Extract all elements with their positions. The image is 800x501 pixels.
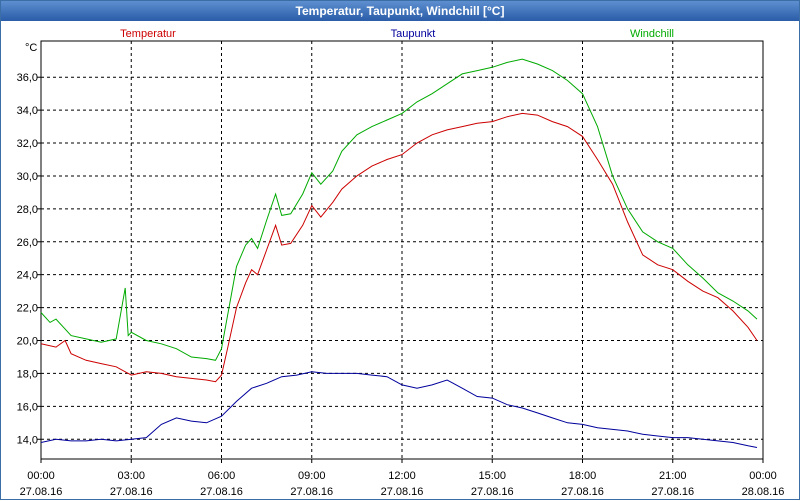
x-tick-time-label: 12:00 <box>388 470 416 482</box>
y-tick-label: 26,0 <box>17 237 38 249</box>
x-tick-time-label: 00:00 <box>749 470 777 482</box>
y-tick-label: 36,0 <box>17 72 38 84</box>
y-tick-label: 22,0 <box>17 303 38 315</box>
series-line-windchill <box>40 58 758 361</box>
x-tick-date-label: 27.08.16 <box>651 486 694 498</box>
x-tick-time-label: 06:00 <box>208 470 236 482</box>
x-tick-date-label: 27.08.16 <box>110 486 153 498</box>
legend-label-taupunkt: Taupunkt <box>391 28 436 40</box>
series-line-temperatur <box>40 112 758 383</box>
y-axis-unit: °C <box>25 42 37 54</box>
y-tick-label: 18,0 <box>17 368 38 380</box>
x-tick-date-label: 27.08.16 <box>20 486 63 498</box>
y-tick-label: 34,0 <box>17 105 38 117</box>
y-tick-label: 20,0 <box>17 336 38 348</box>
x-tick-time-label: 18:00 <box>569 470 597 482</box>
chart-title: Temperatur, Taupunkt, Windchill [°C] <box>1 1 799 21</box>
x-tick-time-label: 15:00 <box>478 470 506 482</box>
x-tick-date-label: 27.08.16 <box>200 486 243 498</box>
x-tick-time-label: 21:00 <box>659 470 687 482</box>
x-tick-date-label: 27.08.16 <box>381 486 424 498</box>
y-tick-label: 14,0 <box>17 434 38 446</box>
x-tick-date-label: 28.08.16 <box>742 486 785 498</box>
y-tick-label: 16,0 <box>17 401 38 413</box>
x-tick-time-label: 03:00 <box>117 470 145 482</box>
y-tick-label: 24,0 <box>17 270 38 282</box>
x-tick-time-label: 09:00 <box>298 470 326 482</box>
y-tick-label: 28,0 <box>17 204 38 216</box>
legend-label-windchill: Windchill <box>630 28 674 40</box>
x-tick-date-label: 27.08.16 <box>290 486 333 498</box>
x-tick-date-label: 27.08.16 <box>471 486 514 498</box>
y-tick-label: 30,0 <box>17 171 38 183</box>
x-tick-time-label: 00:00 <box>27 470 55 482</box>
x-tick-date-label: 27.08.16 <box>561 486 604 498</box>
legend-label-temperatur: Temperatur <box>120 28 176 40</box>
series-line-taupunkt <box>40 371 758 448</box>
y-tick-label: 32,0 <box>17 138 38 150</box>
